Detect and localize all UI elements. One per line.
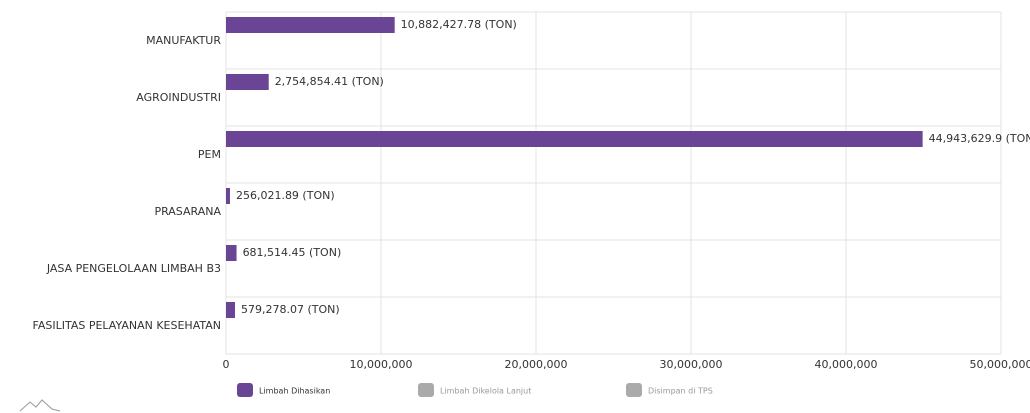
category-label: JASA PENGELOLAAN LIMBAH B3 (46, 262, 221, 275)
bar (226, 245, 237, 261)
x-tick-label: 20,000,000 (505, 358, 568, 371)
legend-swatch[interactable] (237, 383, 253, 397)
legend-swatch[interactable] (418, 383, 434, 397)
value-label: 681,514.45 (TON) (243, 246, 342, 259)
value-label: 256,021.89 (TON) (236, 189, 335, 202)
bar (226, 17, 395, 33)
value-label: 579,278.07 (TON) (241, 303, 340, 316)
legend-label[interactable]: Limbah Dihasikan (259, 387, 330, 396)
category-label: AGROINDUSTRI (136, 91, 221, 104)
category-label: FASILITAS PELAYANAN KESEHATAN (33, 319, 221, 332)
category-label: PRASARANA (154, 205, 221, 218)
bar (226, 74, 269, 90)
x-tick-label: 40,000,000 (815, 358, 878, 371)
legend-label[interactable]: Limbah Dikelola Lanjut (440, 387, 531, 396)
value-label: 2,754,854.41 (TON) (275, 75, 384, 88)
category-label: MANUFAKTUR (146, 34, 221, 47)
category-label: PEM (198, 148, 221, 161)
x-tick-label: 30,000,000 (660, 358, 723, 371)
legend-label[interactable]: Disimpan di TPS (648, 387, 713, 396)
x-tick-label: 0 (223, 358, 230, 371)
bar (226, 131, 923, 147)
x-tick-label: 10,000,000 (350, 358, 413, 371)
bar (226, 188, 230, 204)
logo-icon (19, 399, 61, 412)
value-label: 44,943,629.9 (TON) (929, 132, 1030, 145)
legend-swatch[interactable] (626, 383, 642, 397)
x-tick-label: 50,000,000 (970, 358, 1030, 371)
value-label: 10,882,427.78 (TON) (401, 18, 517, 31)
bar (226, 302, 235, 318)
